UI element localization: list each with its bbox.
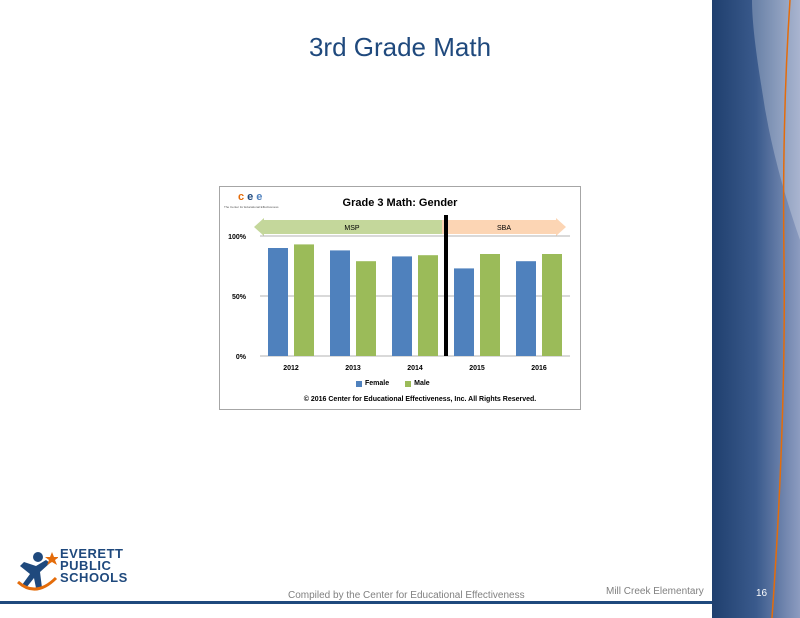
legend-label-female: Female: [365, 380, 390, 387]
legend-item-male: Male: [405, 380, 430, 387]
cee-logo: cee: [238, 191, 265, 203]
footer-credit: Compiled by the Center for Educational E…: [288, 590, 525, 601]
x-tick-label: 2013: [345, 365, 361, 372]
cee-letter-e2: e: [256, 191, 266, 203]
bar-male-2014: [418, 255, 438, 356]
chart-legend: Female Male: [356, 380, 430, 387]
band-sba: [442, 218, 566, 236]
legend-label-male: Male: [414, 380, 430, 387]
y-tick-label: 100%: [228, 234, 247, 241]
everett-logo: EVERETT PUBLIC SCHOOLS: [16, 546, 156, 600]
bar-female-2015: [454, 268, 474, 356]
band-msp: [254, 218, 450, 236]
band-label-sba: SBA: [497, 225, 511, 232]
person-icon: [17, 552, 58, 591]
x-tick-label: 2016: [531, 365, 547, 372]
logo-line-1: EVERETT: [60, 546, 124, 561]
legend-swatch-male: [405, 380, 412, 387]
page-number: 16: [756, 588, 768, 599]
bar-female-2012: [268, 248, 288, 356]
legend-swatch-female: [356, 380, 362, 387]
footer-school: Mill Creek Elementary: [606, 586, 704, 597]
y-tick-label: 0%: [236, 354, 247, 361]
chart-copyright: © 2016 Center for Educational Effectiven…: [303, 396, 537, 403]
x-tick-label: 2015: [469, 365, 485, 372]
logo-line-2: PUBLIC: [60, 558, 112, 573]
bar-male-2013: [356, 261, 376, 356]
slide-title: 3rd Grade Math: [308, 32, 492, 62]
cee-tagline: The Center for Educational Effectiveness: [224, 205, 279, 209]
logo-text: EVERETT PUBLIC SCHOOLS: [60, 546, 128, 585]
bar-male-2012: [294, 244, 314, 356]
bar-male-2015: [480, 254, 500, 356]
chart-container: cee The Center for Educational Effective…: [219, 186, 581, 410]
bar-female-2016: [516, 261, 536, 356]
legend-item-female: Female: [356, 380, 389, 387]
band-label-msp: MSP: [344, 225, 360, 232]
y-tick-label: 50%: [232, 294, 247, 301]
bar-female-2014: [392, 256, 412, 356]
logo-line-3: SCHOOLS: [60, 570, 128, 585]
chart-title: Grade 3 Math: Gender: [342, 197, 458, 209]
x-tick-label: 2014: [407, 365, 423, 372]
chart-plot: MSP SBA 0% 50% 100% 2012 2013 2014 2015 2016: [228, 215, 570, 372]
cee-letter-c: c: [238, 191, 248, 203]
bar-male-2016: [542, 254, 562, 356]
cee-letter-e1: e: [247, 191, 257, 203]
bar-female-2013: [330, 250, 350, 356]
x-tick-label: 2012: [283, 365, 299, 372]
side-decoration: [712, 0, 800, 618]
footer-divider: [0, 601, 712, 604]
